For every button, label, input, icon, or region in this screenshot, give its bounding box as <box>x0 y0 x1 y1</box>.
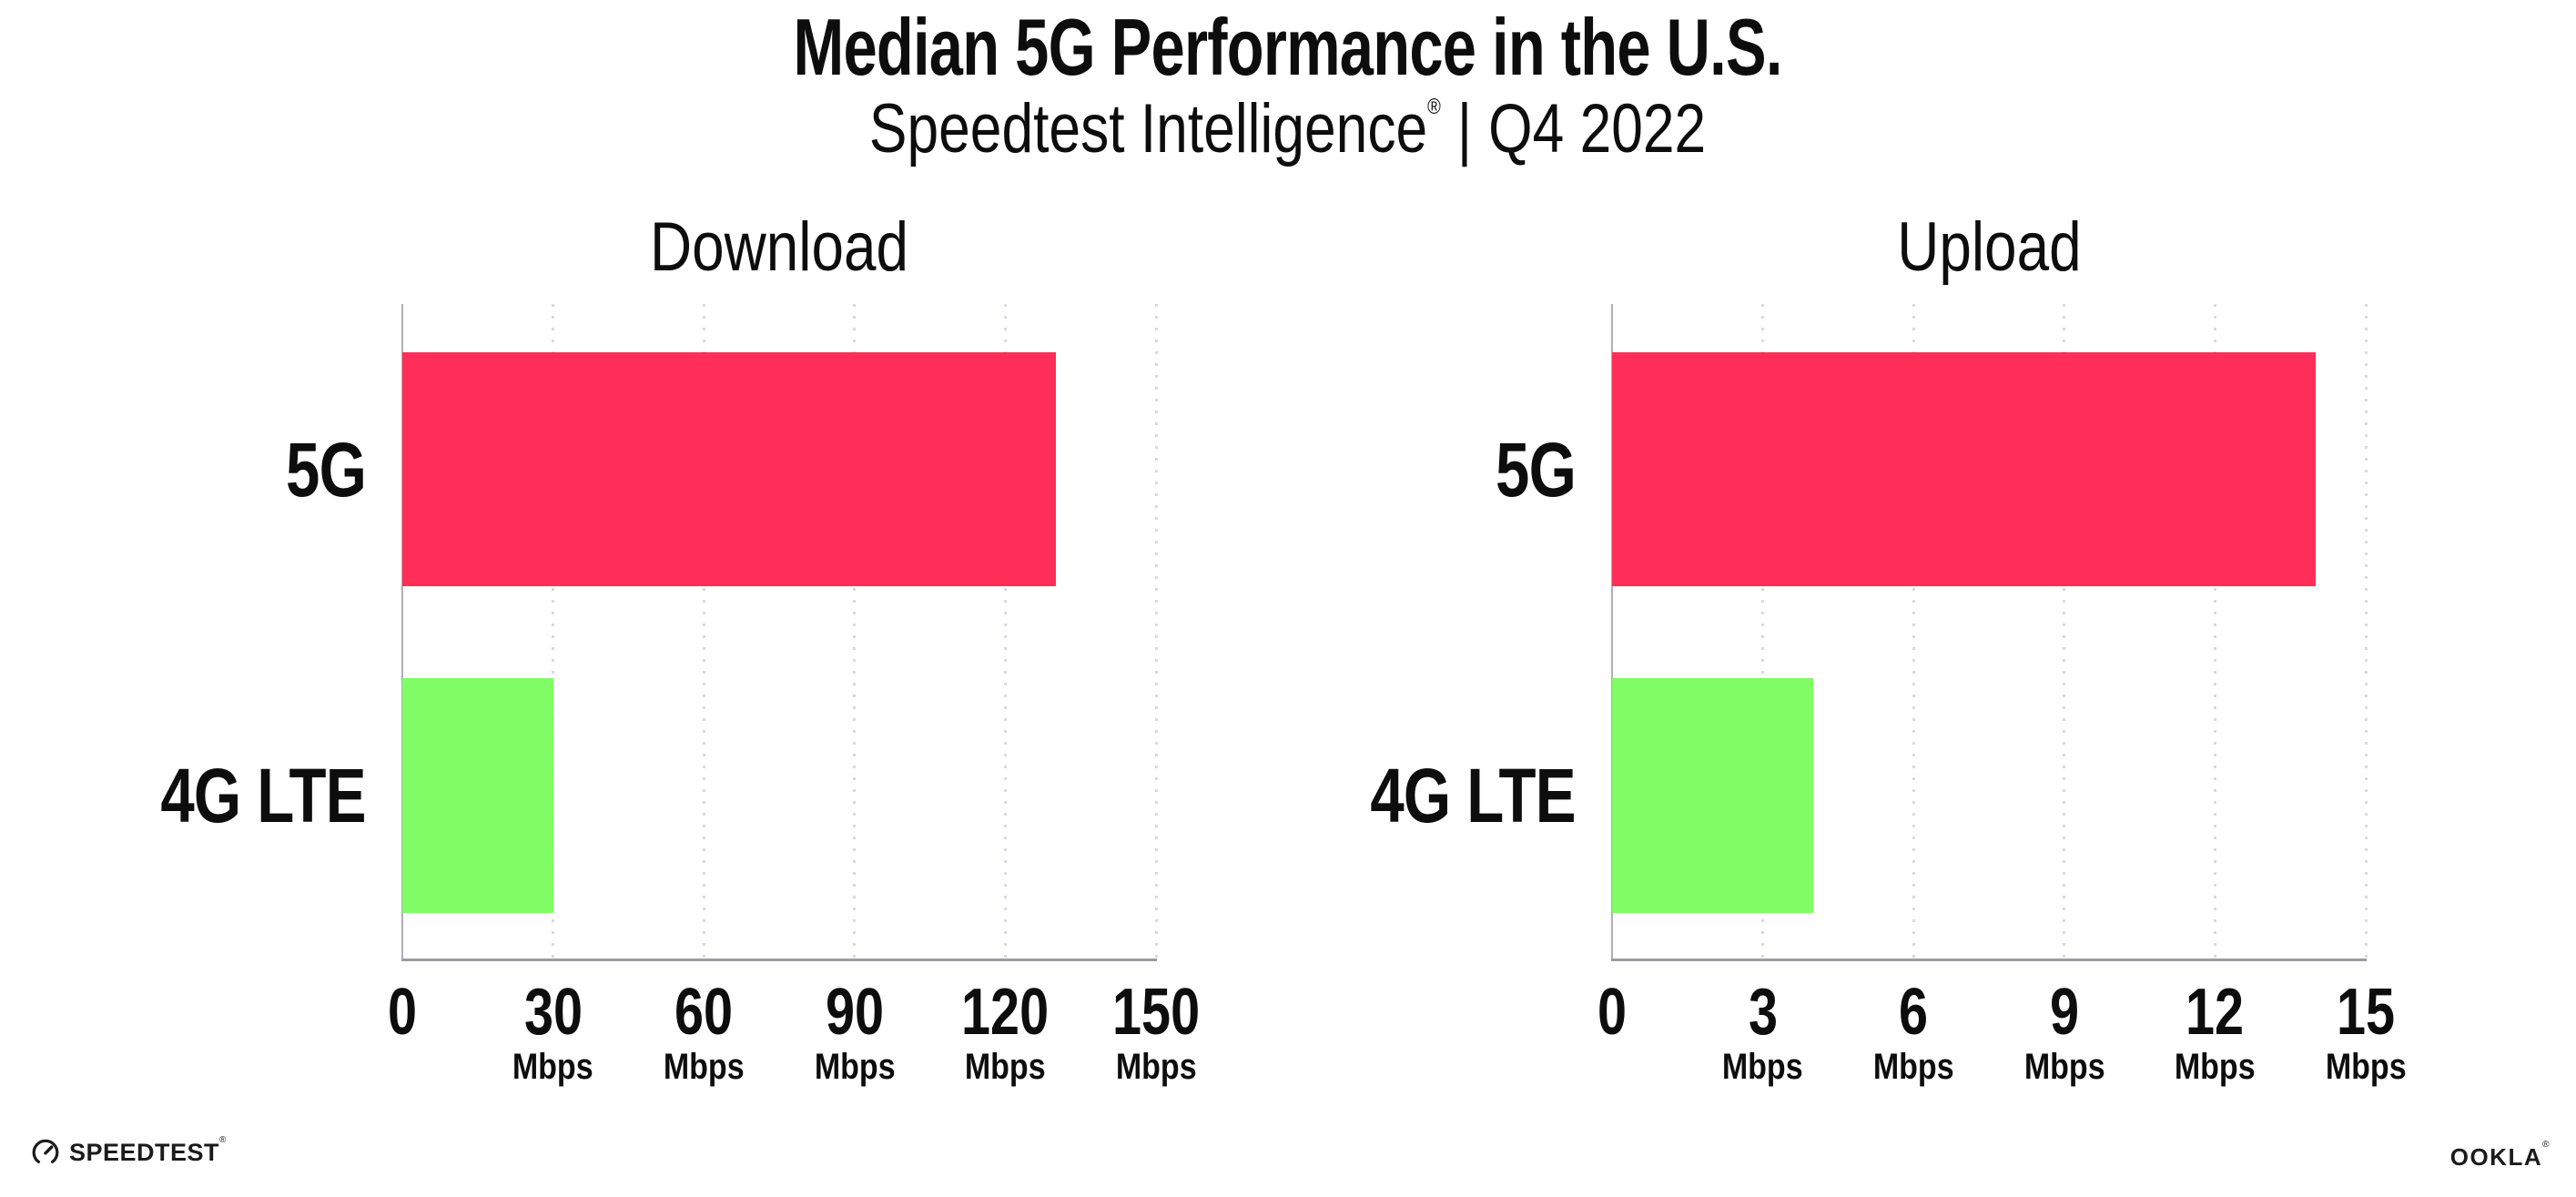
ookla-registered-mark: ® <box>2542 1140 2551 1150</box>
chart-title-download: Download <box>650 208 908 286</box>
ookla-wordmark: OOKLA® <box>2449 1140 2551 1171</box>
speedtest-wordmark: SPEEDTEST® <box>69 1134 227 1166</box>
ookla-logo: OOKLA® <box>2449 1140 2551 1172</box>
tick-unit-download-120: Mbps <box>965 1047 1046 1087</box>
gridline-upload-12 <box>2213 304 2216 959</box>
registered-mark: ® <box>1427 95 1442 120</box>
tick-label-download-0: 0 <box>387 976 418 1049</box>
gridline-download-90 <box>853 304 857 959</box>
tick-unit-download-90: Mbps <box>814 1047 896 1087</box>
tick-unit-download-150: Mbps <box>1115 1047 1197 1087</box>
chart-title-upload: Upload <box>1896 208 2082 286</box>
gridline-download-150 <box>1154 304 1158 959</box>
bar-5g-download <box>402 352 1056 586</box>
tick-unit-upload-9: Mbps <box>2023 1047 2105 1087</box>
x-axis-download <box>401 959 1157 961</box>
gridline-download-60 <box>702 304 705 959</box>
gridline-download-30 <box>552 304 555 959</box>
category-label-4g-lte-download: 4G LTE <box>160 753 367 838</box>
tick-label-upload-0: 0 <box>1597 976 1628 1049</box>
tick-unit-upload-6: Mbps <box>1872 1047 1954 1087</box>
tick-label-upload-12: 12 <box>2186 976 2245 1049</box>
category-label-5g-download: 5G <box>285 426 367 512</box>
tick-label-download-150: 150 <box>1111 976 1201 1049</box>
page-subtitle: Speedtest Intelligence® | Q4 2022 <box>0 95 2576 164</box>
tick-unit-upload-3: Mbps <box>1722 1047 1803 1087</box>
gridline-upload-3 <box>1761 304 1765 959</box>
gridline-upload-15 <box>2364 304 2368 959</box>
speedtest-registered-mark: ® <box>219 1134 227 1145</box>
tick-label-upload-3: 3 <box>1748 976 1778 1049</box>
bar-4g-lte-upload <box>1612 678 1813 913</box>
tick-label-download-60: 60 <box>674 976 734 1049</box>
gridline-upload-6 <box>1912 304 1915 959</box>
y-axis-upload <box>1611 304 1613 959</box>
gridline-download-120 <box>1003 304 1007 959</box>
tick-label-upload-6: 6 <box>1899 976 1929 1049</box>
subtitle-brand: Speedtest Intelligence <box>869 90 1428 167</box>
y-axis-download <box>401 304 403 959</box>
speedtest-logo: SPEEDTEST® <box>31 1134 227 1167</box>
speedtest-gauge-icon <box>31 1138 60 1167</box>
bar-4g-lte-download <box>402 678 553 913</box>
tick-label-download-30: 30 <box>523 976 583 1049</box>
tick-unit-upload-15: Mbps <box>2325 1047 2407 1087</box>
category-label-5g-upload: 5G <box>1495 426 1577 512</box>
tick-unit-download-60: Mbps <box>663 1047 745 1087</box>
bar-5g-upload <box>1612 352 2316 586</box>
subtitle-period: Q4 2022 <box>1488 90 1707 167</box>
gridline-upload-9 <box>2063 304 2066 959</box>
tick-label-download-120: 120 <box>961 976 1050 1049</box>
x-axis-upload <box>1611 959 2367 961</box>
tick-unit-download-30: Mbps <box>512 1047 593 1087</box>
page-title-text: Median 5G Performance in the U.S. <box>793 2 1783 92</box>
tick-unit-upload-12: Mbps <box>2175 1047 2256 1087</box>
tick-label-download-90: 90 <box>825 976 884 1049</box>
tick-label-upload-15: 15 <box>2336 976 2396 1049</box>
page-title: Median 5G Performance in the U.S. <box>0 7 2576 87</box>
tick-label-upload-9: 9 <box>2049 976 2079 1049</box>
category-label-4g-lte-upload: 4G LTE <box>1370 753 1577 838</box>
subtitle-divider: | <box>1457 90 1473 167</box>
